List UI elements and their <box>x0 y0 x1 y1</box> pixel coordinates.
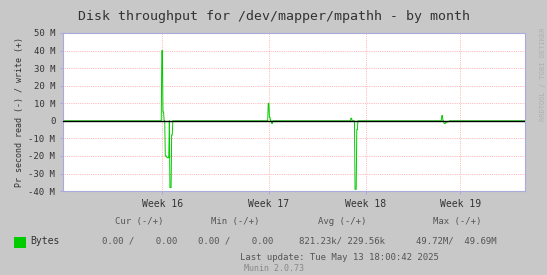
Text: RRDTOOL / TOBI OETIKER: RRDTOOL / TOBI OETIKER <box>540 28 546 121</box>
Text: Avg (-/+): Avg (-/+) <box>318 217 366 226</box>
Text: 0.00 /    0.00: 0.00 / 0.00 <box>102 236 177 245</box>
Text: Last update: Tue May 13 18:00:42 2025: Last update: Tue May 13 18:00:42 2025 <box>240 253 439 262</box>
Text: 49.72M/  49.69M: 49.72M/ 49.69M <box>416 236 497 245</box>
Text: Bytes: Bytes <box>30 236 60 246</box>
Text: Max (-/+): Max (-/+) <box>433 217 481 226</box>
Text: Min (-/+): Min (-/+) <box>211 217 259 226</box>
Text: 0.00 /    0.00: 0.00 / 0.00 <box>197 236 273 245</box>
Y-axis label: Pr second read (-) / write (+): Pr second read (-) / write (+) <box>15 37 24 187</box>
Text: Cur (-/+): Cur (-/+) <box>115 217 164 226</box>
Text: Munin 2.0.73: Munin 2.0.73 <box>243 265 304 273</box>
Text: Disk throughput for /dev/mapper/mpathh - by month: Disk throughput for /dev/mapper/mpathh -… <box>78 10 469 23</box>
Text: 821.23k/ 229.56k: 821.23k/ 229.56k <box>299 236 385 245</box>
